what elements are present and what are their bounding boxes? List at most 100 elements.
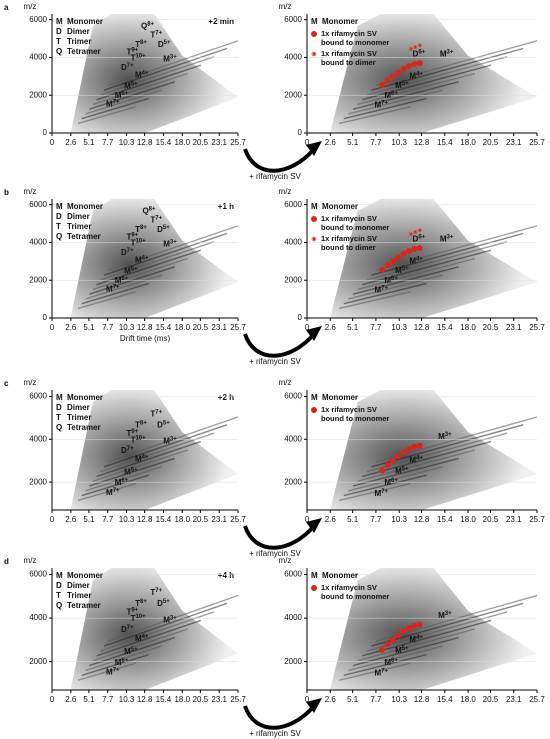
point (384, 462, 391, 468)
x-tick-label: 5.1 (83, 515, 95, 524)
x-tick-label: 18.0 (460, 695, 476, 704)
species: D (413, 235, 419, 244)
y-tick-label: 4000 (284, 434, 302, 443)
density-streak (357, 72, 476, 106)
species: T (126, 608, 131, 617)
density-streak (81, 653, 149, 677)
density-streak (77, 291, 136, 310)
density-streak (348, 274, 443, 300)
species: M (115, 658, 122, 667)
x-tick-label: 2.6 (325, 138, 337, 147)
legend-entry: 1x rifamycin SV bound to monomer (321, 583, 389, 601)
charge: 5+ (402, 80, 409, 86)
x-tick-label: 7.7 (102, 695, 114, 704)
x-tick-label: 0 (50, 515, 55, 524)
point (400, 449, 407, 456)
species: T (131, 238, 136, 247)
legend-name: Trimer (67, 591, 91, 600)
charge-label: D7+ (121, 625, 134, 635)
y-tick-label: 2000 (29, 657, 47, 666)
charge-label: D5+ (157, 225, 170, 235)
plot: 2000 4000 6000 0 2.6 5.1 7.7 10.3 12.8 15.4 18.0 20… (279, 378, 546, 524)
y-tick-label: 4000 (284, 238, 302, 247)
point (411, 246, 418, 253)
legend-name: Tetramer (67, 423, 101, 432)
x-tick-label: 0 (305, 138, 310, 147)
charge: 10+ (135, 53, 146, 59)
y-tick-label: 2000 (29, 275, 47, 284)
y-tick-label: 6000 (284, 15, 302, 24)
density-streak (100, 241, 215, 281)
y-tick-label: 4000 (29, 238, 47, 247)
y-tick-label: 0 (298, 313, 303, 322)
charge-label: M3+ (163, 54, 177, 64)
y-tick-label: 6000 (29, 200, 47, 209)
density-streak (357, 257, 476, 291)
x-tick-label: 15.4 (156, 323, 172, 332)
charge-label: D7+ (121, 62, 134, 72)
legend-marker (311, 585, 317, 591)
x-tick-label: 2.6 (325, 695, 337, 704)
y-tick-label: 6000 (29, 15, 47, 24)
x-tick-label: 15.4 (437, 323, 453, 332)
point (379, 81, 386, 88)
x-tick-label: 25.7 (230, 695, 246, 704)
charge-label: M6+ (115, 91, 129, 101)
legend-key: M (311, 17, 318, 26)
y-tick-label: 4000 (29, 434, 47, 443)
species: T (150, 31, 155, 40)
legend-key: M (311, 202, 318, 211)
x-tick-label: 20.5 (483, 323, 499, 332)
charge-label: T7+ (150, 409, 162, 419)
density-streak (88, 636, 175, 667)
x-tick-label: 25.7 (230, 515, 246, 524)
charge-label: M4+ (135, 633, 149, 643)
x-tick-label: 15.4 (156, 515, 172, 524)
species: M (440, 235, 447, 244)
arrow (243, 704, 316, 730)
density-streak (107, 40, 238, 87)
density-streak (96, 249, 202, 286)
legend-name: Trimer (67, 222, 91, 231)
charge-label: M7+ (375, 668, 389, 678)
charge: 7+ (381, 285, 388, 291)
charge: 5+ (131, 467, 138, 473)
species: M (395, 467, 402, 476)
x-tick-label: 20.5 (193, 515, 209, 524)
point (389, 258, 396, 265)
charge: 9+ (131, 47, 138, 53)
charge-label: T9+ (126, 429, 138, 439)
density-streak (343, 474, 427, 497)
species: M (135, 455, 142, 464)
charge-label: M5+ (124, 266, 138, 276)
species: M (106, 668, 113, 677)
species: M (409, 71, 416, 80)
x-tick-label: 18.0 (174, 323, 190, 332)
x-tick-label: 23.1 (211, 515, 227, 524)
species: M (106, 285, 113, 294)
charge-label: M7+ (375, 285, 389, 295)
density-streak (371, 424, 524, 468)
species: M (106, 100, 113, 109)
x-tick-label: 7.7 (370, 695, 382, 704)
legend-name: 1x rifamycin SV bound to monomer (321, 405, 390, 423)
legend-key: D (56, 27, 62, 36)
charge: 7+ (155, 588, 162, 594)
charge: 7+ (113, 487, 120, 493)
charge: 7+ (113, 284, 120, 290)
charge-label: M4+ (409, 256, 423, 266)
density (70, 199, 238, 318)
point (406, 445, 413, 452)
charge-label: D5+ (157, 420, 170, 430)
species: M (409, 256, 416, 265)
charge-label: T7+ (150, 215, 162, 225)
point (395, 254, 402, 261)
species: T (135, 40, 140, 49)
density (330, 199, 537, 318)
charge: 8+ (140, 225, 147, 231)
x-tick-label: 7.7 (370, 138, 382, 147)
charge-label: M3+ (440, 234, 454, 244)
charge: 7+ (127, 446, 134, 452)
charge: 8+ (140, 420, 147, 426)
